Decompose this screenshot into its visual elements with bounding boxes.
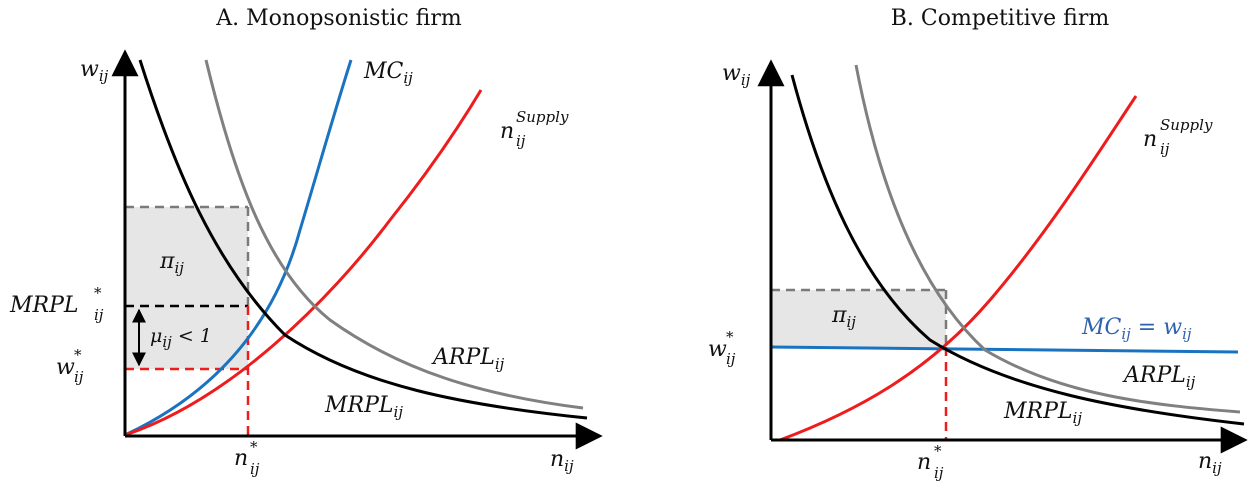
panel-a-markdown-label: μij < 1 <box>150 325 212 351</box>
panel-a-mc-curve <box>124 59 353 437</box>
panel-a-wage-star-label: w* ij <box>56 346 84 386</box>
panel-b-arpl-label: ARPLij <box>1122 363 1196 391</box>
panel-b-title: B. Competitive firm <box>891 6 1110 31</box>
panel-a-mc-label: MCij <box>363 59 413 87</box>
panel-a-profit-label: πij <box>159 249 184 277</box>
panel-b-profit-area <box>771 290 946 347</box>
panel-a-arpl-label: ARPLij <box>431 345 505 373</box>
panel-a-title: A. Monopsonistic firm <box>215 6 462 31</box>
panel-a-y-axis-label: wij <box>80 57 109 85</box>
panel-b-wage-star-label: w* ij <box>708 328 736 368</box>
panel-b-supply-label: nSupply ij <box>1143 116 1213 158</box>
panel-a-mrpl-label: MRPLij <box>324 393 403 421</box>
panel-b-mc-label: MCij = wij <box>1081 315 1192 343</box>
panel-a-employment-star-label: n * ij <box>234 438 260 478</box>
panel-b-supply-curve <box>779 95 1138 442</box>
panel-a-mrpl-curve <box>138 59 588 420</box>
panel-a-mrpl-star-label: MRPL * ij <box>9 284 104 324</box>
panel-b: B. Competitive firm wij nij nSupply ij MC… <box>708 6 1248 482</box>
panel-a-arpl-curve <box>204 59 584 410</box>
panel-b-y-axis-label: wij <box>722 61 751 89</box>
panel-b-mrpl-curve <box>790 74 1245 426</box>
panel-a: A. Monopsonistic firm wij nij MCij nSupp <box>9 6 603 478</box>
panel-a-supply-label: nSupply ij <box>500 108 569 150</box>
panel-b-employment-star-label: n * ij <box>917 442 944 482</box>
panel-b-mrpl-label: MRPLij <box>1003 399 1082 427</box>
panel-b-arpl-curve <box>854 64 1241 414</box>
panel-a-supply-curve <box>124 89 483 437</box>
panel-b-x-axis-label: nij <box>1198 449 1222 477</box>
panel-b-profit-label: πij <box>831 303 856 331</box>
panel-a-x-axis-label: nij <box>550 447 574 475</box>
panel-b-mc-line <box>770 345 1239 354</box>
